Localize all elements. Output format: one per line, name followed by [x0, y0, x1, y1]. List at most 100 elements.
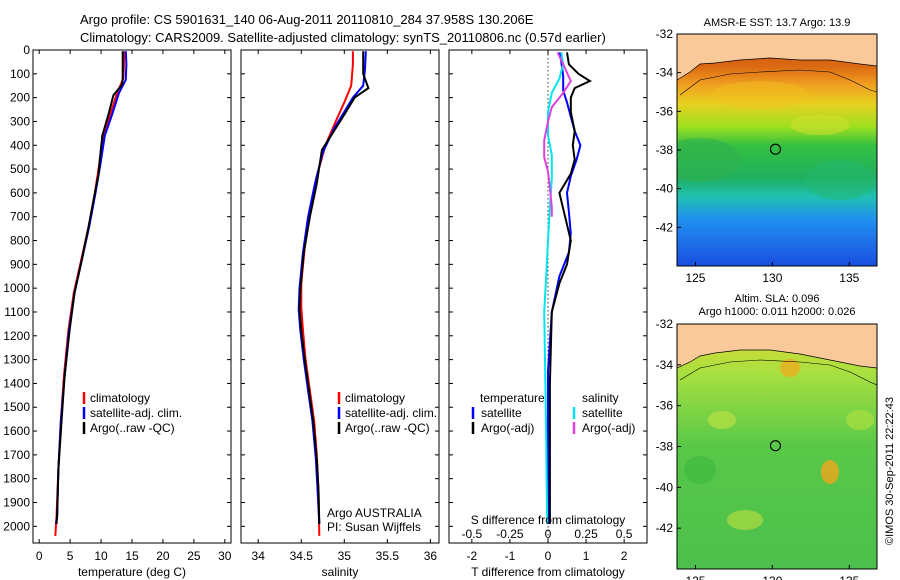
- y-tick-label: 900: [10, 257, 30, 271]
- salinity-xlabel: salinity: [322, 565, 359, 579]
- map-x-tick-label: 135: [839, 271, 859, 285]
- legend-label-satellite: satellite-adj. clim.: [90, 406, 182, 420]
- map-y-tick-label: -38: [656, 143, 674, 157]
- series-line-satellite-adj-clim-: [54, 51, 128, 525]
- x-tick-label: -2: [467, 549, 478, 563]
- x-tick-label: 34.5: [290, 549, 314, 563]
- map-y-tick-label: -32: [656, 27, 674, 41]
- sst-shelf-contour: [679, 69, 877, 96]
- sla-map: Altim. SLA: 0.096 Argo h1000: 0.011 h200…: [656, 293, 878, 580]
- legend-label-t-argo: Argo(-adj): [481, 421, 534, 435]
- series-line-t-satellite: [547, 52, 582, 524]
- y-tick-label: 1000: [3, 281, 30, 295]
- x-tick-label: 35.5: [376, 549, 400, 563]
- sla-field: [677, 324, 877, 569]
- header-line1: Argo profile: CS 5901631_140 06-Aug-2011…: [80, 12, 534, 27]
- legend-label-argo: Argo(..raw -QC): [345, 421, 430, 435]
- sla-map-title-line1: Altim. SLA: 0.096: [735, 293, 820, 305]
- difference-xlabel-top: S difference from climatology: [471, 513, 626, 527]
- series-line-s-argo-adj-: [543, 51, 572, 217]
- x-top-tick-label: 0.25: [574, 527, 598, 541]
- y-tick-label: 1700: [3, 448, 30, 462]
- y-tick-label: 300: [10, 114, 30, 128]
- legend-title-temperature: temperature: [480, 391, 545, 405]
- legend-label-s-satellite: satellite: [582, 406, 623, 420]
- x-tick-label: 36: [424, 549, 438, 563]
- y-tick-label: 1100: [4, 305, 30, 319]
- annotation-argo-australia: Argo AUSTRALIA: [327, 506, 422, 520]
- x-top-tick-label: -0.25: [496, 527, 524, 541]
- x-tick-label: -1: [505, 549, 516, 563]
- y-tick-label: 800: [10, 234, 30, 248]
- x-top-tick-label: 0: [545, 527, 552, 541]
- x-top-tick-label: -0.5: [462, 527, 483, 541]
- y-tick-label: 1600: [3, 424, 30, 438]
- y-tick-label: 1900: [3, 496, 30, 510]
- y-tick-label: 0: [23, 43, 30, 57]
- x-tick-label: 0: [545, 549, 552, 563]
- series-line-t-argo-adj-: [548, 52, 592, 524]
- map-y-tick-label: -38: [656, 440, 674, 454]
- salinity-legend: climatology satellite-adj. clim. Argo(..…: [337, 391, 437, 435]
- legend-label-argo: Argo(..raw -QC): [90, 421, 175, 435]
- x-tick-label: 35: [338, 549, 352, 563]
- map-y-tick-label: -36: [656, 399, 674, 413]
- sst-map-title: AMSR-E SST: 13.7 Argo: 13.9: [704, 17, 851, 29]
- annotation-pi: PI: Susan Wijffels: [327, 520, 421, 534]
- difference-panel: -2 -1 0 1 2 -0.5 -0.25 0 0.25 0.5 S difference f…: [448, 49, 648, 579]
- y-tick-label: 700: [10, 210, 30, 224]
- map-x-tick-label: 130: [762, 271, 782, 285]
- map-x-tick-label: 130: [762, 574, 782, 580]
- map-y-tick-label: -32: [656, 317, 674, 331]
- sst-map: AMSR-E SST: 13.7 Argo: 13.9 -32 -34 -36 -38…: [656, 17, 878, 285]
- legend-title-salinity: salinity: [582, 391, 619, 405]
- x-tick-label: 34: [252, 549, 266, 563]
- difference-xlabel: T difference from climatology: [471, 565, 625, 579]
- sla-shelf-contour: [679, 359, 877, 386]
- header-line2: Climatology: CARS2009. Satellite-adjuste…: [80, 30, 606, 45]
- y-tick-label: 500: [10, 162, 30, 176]
- y-tick-label: 2000: [3, 519, 30, 533]
- map-y-tick-label: -42: [656, 220, 674, 234]
- sla-land: [677, 324, 877, 369]
- series-line-climatology: [300, 51, 354, 536]
- x-top-tick-label: 0.5: [616, 527, 633, 541]
- x-tick-label: 0: [36, 549, 43, 563]
- argo-float-marker: [769, 440, 782, 452]
- map-y-tick-label: -40: [656, 182, 674, 196]
- series-line-satellite-adj-clim-: [297, 51, 367, 524]
- y-tick-label: 400: [10, 138, 30, 152]
- imos-watermark: ©IMOS 30-Sep-2011 22:22:43: [884, 397, 896, 545]
- legend-label-climatology: climatology: [345, 391, 405, 405]
- legend-label-s-argo: Argo(-adj): [582, 421, 635, 435]
- y-tick-label: 200: [10, 91, 30, 105]
- map-x-tick-label: 125: [685, 271, 705, 285]
- x-tick-label: 2: [621, 549, 628, 563]
- temperature-xlabel: temperature (deg C): [78, 565, 186, 579]
- x-tick-label: 1: [583, 549, 590, 563]
- map-y-tick-label: -42: [656, 521, 674, 535]
- temperature-panel: 0100200300400500600700800900100011001200…: [3, 43, 232, 579]
- x-tick-label: 25: [187, 549, 201, 563]
- y-tick-label: 1300: [3, 353, 30, 367]
- series-line-argo-raw-qc-: [298, 51, 370, 524]
- x-tick-label: 5: [67, 549, 74, 563]
- map-y-tick-label: -34: [656, 66, 674, 80]
- sla-map-title-line2: Argo h1000: 0.011 h2000: 0.026: [699, 306, 856, 318]
- map-y-tick-label: -34: [656, 358, 674, 372]
- series-line-argo-raw-qc-: [55, 51, 124, 524]
- legend-label-climatology: climatology: [90, 391, 150, 405]
- legend-label-satellite: satellite-adj. clim.: [345, 406, 437, 420]
- map-y-tick-label: -40: [656, 480, 674, 494]
- temperature-axes-frame: [32, 49, 232, 544]
- salinity-axes-frame: [240, 49, 440, 544]
- series-line-s-satellite: [543, 52, 565, 524]
- x-tick-label: 15: [125, 549, 139, 563]
- sst-land: [677, 34, 877, 81]
- temperature-legend: climatology satellite-adj. clim. Argo(..…: [82, 391, 182, 435]
- x-tick-label: 10: [94, 549, 108, 563]
- series-line-climatology: [54, 51, 125, 536]
- argo-float-marker: [769, 143, 782, 155]
- legend-label-t-satellite: satellite: [481, 406, 522, 420]
- salinity-panel: 34 34.5 35 35.5 36 salinity climatology sate…: [240, 49, 440, 579]
